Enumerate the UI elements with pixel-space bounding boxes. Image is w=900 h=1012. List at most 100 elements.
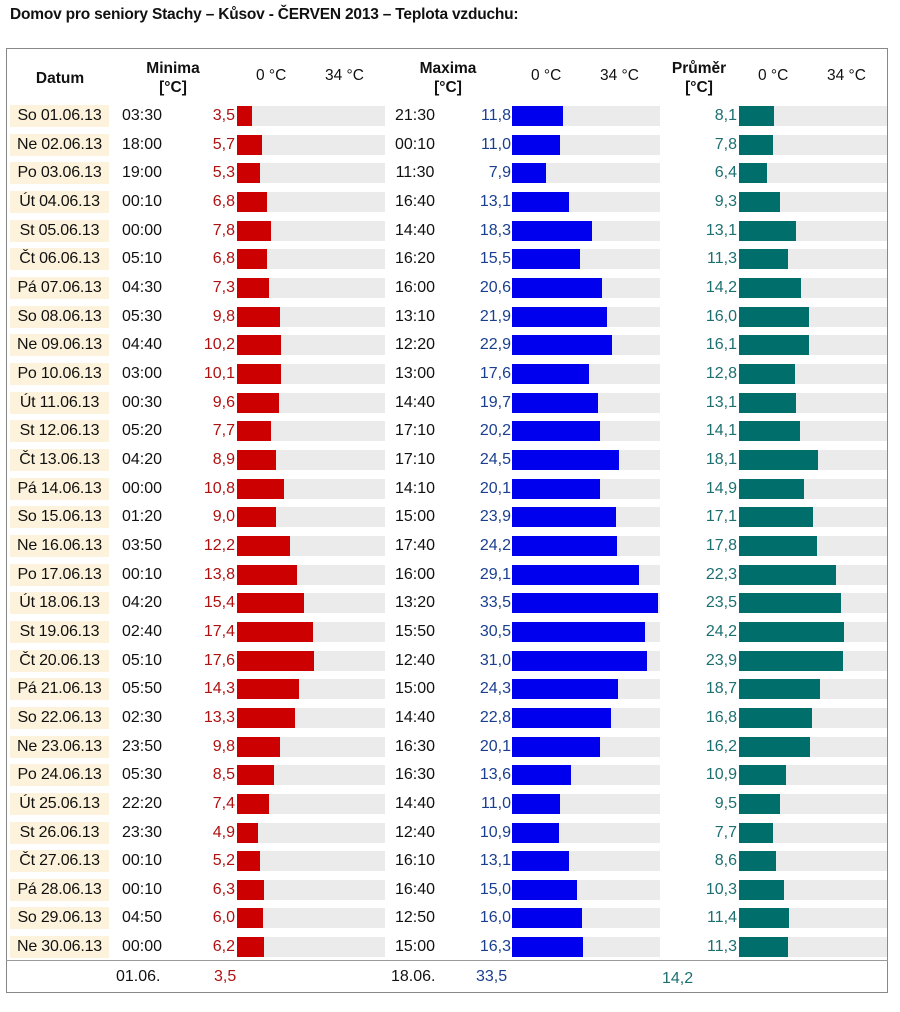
row-min-value: 5,3	[212, 164, 235, 181]
row-max-track	[512, 593, 660, 613]
row-min-bar	[237, 737, 280, 757]
row-avg-value: 23,9	[705, 652, 737, 669]
row-max-track	[512, 307, 660, 327]
row-min-value: 9,0	[212, 508, 235, 525]
row-max-track	[512, 937, 660, 957]
row-min-time: 00:00	[121, 938, 163, 955]
row-max-value: 19,7	[479, 394, 511, 411]
row-max-bar	[512, 278, 602, 298]
footer-avg-value: 14,2	[662, 970, 694, 987]
row-min-value: 8,5	[212, 766, 235, 783]
row-avg-track	[739, 851, 887, 871]
row-date: Čt 13.06.13	[10, 449, 109, 471]
row-min-bar	[237, 421, 271, 441]
row-max-bar	[512, 135, 560, 155]
row-date: Út 25.06.13	[10, 793, 109, 815]
row-avg-track	[739, 507, 887, 527]
row-date: Ne 09.06.13	[10, 334, 109, 356]
row-max-value: 18,3	[479, 222, 511, 239]
row-min-time: 05:10	[121, 250, 163, 267]
row-min-value: 6,0	[212, 909, 235, 926]
row-avg-bar	[739, 249, 789, 269]
row-date: St 26.06.13	[10, 822, 109, 844]
row-max-time: 16:40	[394, 193, 436, 210]
row-max-time: 14:40	[394, 222, 436, 239]
row-max-value: 22,9	[479, 336, 511, 353]
row-min-track	[237, 479, 385, 499]
row-date: St 19.06.13	[10, 621, 109, 643]
row-min-track	[237, 106, 385, 126]
row-max-time: 12:40	[394, 824, 436, 841]
row-max-value: 11,8	[481, 107, 511, 124]
row-max-value: 11,0	[481, 795, 511, 812]
row-avg-track	[739, 622, 887, 642]
row-date: Ne 23.06.13	[10, 736, 109, 758]
row-max-bar	[512, 364, 589, 384]
row-avg-value: 14,1	[705, 422, 737, 439]
row-date: Čt 27.06.13	[10, 850, 109, 872]
header-maxima: Maxima [°C]	[414, 59, 482, 97]
row-min-time: 05:30	[121, 766, 163, 783]
row-max-bar	[512, 507, 616, 527]
row-max-bar	[512, 937, 583, 957]
row-avg-track	[739, 364, 887, 384]
row-min-bar	[237, 823, 259, 843]
row-date: Ne 16.06.13	[10, 535, 109, 557]
row-avg-track	[739, 765, 887, 785]
row-date: St 05.06.13	[10, 220, 109, 242]
row-min-value: 5,7	[212, 136, 235, 153]
row-min-bar	[237, 794, 270, 814]
row-avg-bar	[739, 364, 795, 384]
row-max-value: 13,1	[479, 852, 511, 869]
row-avg-bar	[739, 679, 821, 699]
page-title: Domov pro seniory Stachy – Kůsov - ČERVE…	[10, 6, 519, 23]
row-max-value: 11,0	[481, 136, 511, 153]
row-min-value: 10,8	[203, 480, 235, 497]
avg-scale-max: 34 °C	[827, 67, 866, 84]
row-avg-value: 23,5	[705, 594, 737, 611]
row-date: Ne 02.06.13	[10, 134, 109, 156]
row-max-track	[512, 908, 660, 928]
row-min-time: 04:50	[121, 909, 163, 926]
row-max-bar	[512, 794, 560, 814]
row-avg-value: 16,1	[705, 336, 737, 353]
row-min-value: 8,9	[212, 451, 235, 468]
row-max-value: 33,5	[479, 594, 511, 611]
row-min-value: 10,2	[203, 336, 235, 353]
row-date: So 01.06.13	[10, 105, 109, 127]
row-max-bar	[512, 479, 600, 499]
row-avg-track	[739, 708, 887, 728]
row-min-bar	[237, 135, 262, 155]
row-avg-bar	[739, 163, 767, 183]
row-min-time: 00:30	[121, 394, 163, 411]
row-date: So 29.06.13	[10, 907, 109, 929]
row-max-track	[512, 880, 660, 900]
row-max-bar	[512, 651, 647, 671]
row-min-value: 7,7	[212, 422, 235, 439]
row-avg-track	[739, 737, 887, 757]
row-min-time: 18:00	[121, 136, 163, 153]
row-max-time: 17:10	[394, 422, 436, 439]
row-min-bar	[237, 651, 314, 671]
row-date: Út 11.06.13	[10, 392, 109, 414]
header-datum: Datum	[35, 70, 85, 87]
row-min-value: 7,3	[212, 279, 235, 296]
row-avg-track	[739, 651, 887, 671]
row-min-track	[237, 507, 385, 527]
row-max-bar	[512, 335, 612, 355]
row-min-value: 6,8	[212, 250, 235, 267]
row-date: Pá 28.06.13	[10, 879, 109, 901]
row-min-value: 7,8	[212, 222, 235, 239]
row-avg-bar	[739, 851, 777, 871]
row-date: Čt 20.06.13	[10, 650, 109, 672]
row-avg-bar	[739, 135, 773, 155]
row-min-time: 00:10	[121, 193, 163, 210]
row-avg-value: 8,1	[714, 107, 737, 124]
row-min-time: 04:20	[121, 594, 163, 611]
row-min-track	[237, 221, 385, 241]
row-min-value: 9,8	[212, 738, 235, 755]
row-date: Út 04.06.13	[10, 191, 109, 213]
row-avg-bar	[739, 335, 810, 355]
row-max-value: 30,5	[479, 623, 511, 640]
row-max-track	[512, 507, 660, 527]
